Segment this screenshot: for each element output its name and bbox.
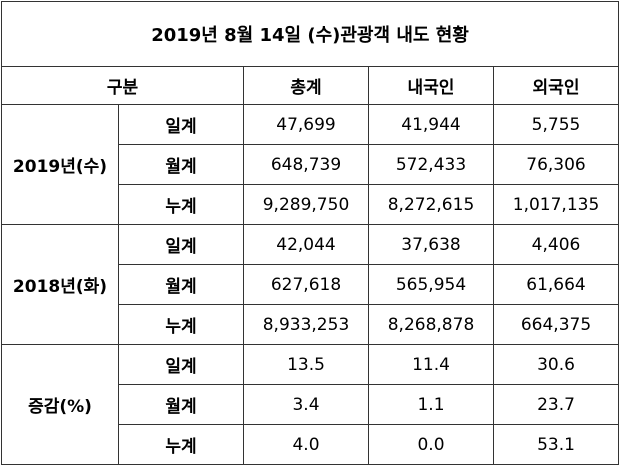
value-cell: 8,933,253 bbox=[243, 304, 369, 345]
value-cell: 572,433 bbox=[368, 144, 494, 185]
value-cell: 5,755 bbox=[492, 104, 620, 145]
value-cell: 648,739 bbox=[243, 144, 369, 185]
value-cell: 664,375 bbox=[492, 304, 620, 345]
value-cell: 565,954 bbox=[368, 264, 494, 305]
value-cell: 8,272,615 bbox=[368, 184, 494, 225]
row-label: 월계 bbox=[118, 264, 244, 305]
value-cell: 1.1 bbox=[368, 384, 494, 425]
value-cell: 9,289,750 bbox=[243, 184, 369, 225]
row-label: 일계 bbox=[118, 344, 244, 385]
value-cell: 4.0 bbox=[243, 424, 369, 465]
row-label: 일계 bbox=[118, 104, 244, 145]
value-cell: 53.1 bbox=[492, 424, 620, 465]
group-label: 증감(%) bbox=[1, 344, 119, 465]
value-cell: 13.5 bbox=[243, 344, 369, 385]
value-cell: 627,618 bbox=[243, 264, 369, 305]
data-row: 월계 648,739 572,433 76,306 bbox=[2, 144, 620, 185]
value-cell: 1,017,135 bbox=[492, 184, 620, 225]
data-row: 월계 3.4 1.1 23.7 bbox=[2, 384, 620, 425]
data-row: 2018년(화) 일계 42,044 37,638 4,406 bbox=[1, 224, 620, 345]
value-cell: 0.0 bbox=[368, 424, 494, 465]
value-cell: 8,268,878 bbox=[368, 304, 494, 345]
data-row: 누계 8,933,253 8,268,878 664,375 bbox=[2, 304, 620, 345]
header-row: 구분 총계 내국인 외국인 bbox=[1, 66, 620, 105]
data-row: 증감(%) 일계 13.5 11.4 30.6 bbox=[1, 344, 620, 465]
value-cell: 23.7 bbox=[492, 384, 620, 425]
row-label: 누계 bbox=[118, 184, 244, 225]
value-cell: 4,406 bbox=[492, 224, 620, 265]
value-cell: 76,306 bbox=[492, 144, 620, 185]
data-row: 월계 627,618 565,954 61,664 bbox=[2, 264, 620, 305]
group-label: 2018년(화) bbox=[1, 224, 119, 345]
row-label: 누계 bbox=[118, 424, 244, 465]
data-row: 2019년(수) 일계 47,699 41,944 5,755 bbox=[1, 104, 620, 225]
value-cell: 3.4 bbox=[243, 384, 369, 425]
row-label: 월계 bbox=[118, 384, 244, 425]
value-cell: 42,044 bbox=[243, 224, 369, 265]
group-label: 2019년(수) bbox=[1, 104, 119, 225]
value-cell: 47,699 bbox=[243, 104, 369, 145]
header-cell: 외국인 bbox=[492, 66, 620, 105]
value-cell: 41,944 bbox=[368, 104, 494, 145]
row-label: 누계 bbox=[118, 304, 244, 345]
value-cell: 61,664 bbox=[492, 264, 620, 305]
title-row: 2019년 8월 14일 (수)관광객 내도 현황 bbox=[0, 1, 620, 67]
table-title: 2019년 8월 14일 (수)관광객 내도 현황 bbox=[0, 1, 620, 67]
header-cell: 내국인 bbox=[368, 66, 494, 105]
data-row: 누계 4.0 0.0 53.1 bbox=[2, 424, 620, 465]
value-cell: 11.4 bbox=[368, 344, 494, 385]
header-cell: 구분 bbox=[1, 66, 244, 105]
value-cell: 37,638 bbox=[368, 224, 494, 265]
data-row: 누계 9,289,750 8,272,615 1,017,135 bbox=[2, 184, 620, 225]
row-label: 일계 bbox=[118, 224, 244, 265]
value-cell: 30.6 bbox=[492, 344, 620, 385]
header-cell: 총계 bbox=[243, 66, 369, 105]
row-label: 월계 bbox=[118, 144, 244, 185]
